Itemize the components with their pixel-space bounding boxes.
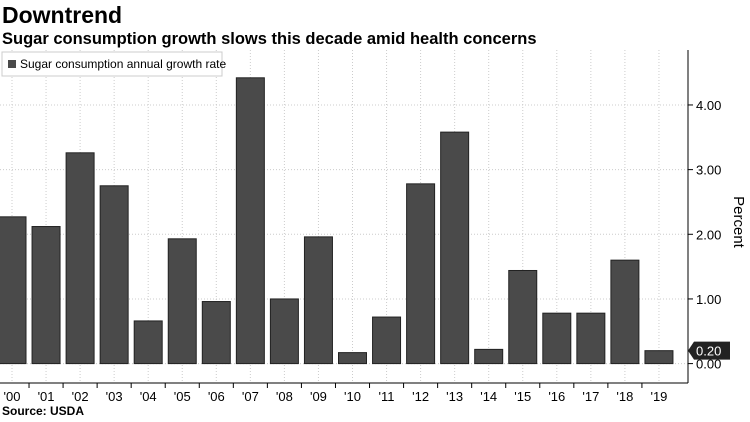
x-tick-label: '09	[310, 389, 327, 404]
x-tick-label: '12	[412, 389, 429, 404]
y-tick-label: 3.00	[696, 163, 721, 178]
x-tick-label: '18	[616, 389, 633, 404]
bar	[201, 301, 231, 365]
x-tick-label: '05	[174, 389, 191, 404]
bar	[372, 316, 402, 365]
bar	[235, 77, 265, 365]
x-tick-label: '13	[446, 389, 463, 404]
x-tick-label: '04	[140, 389, 157, 404]
y-axis-label: Percent	[730, 196, 747, 249]
bar	[133, 320, 163, 365]
value-label: 0.20	[696, 344, 721, 359]
x-tick-label: '01	[38, 389, 55, 404]
y-tick-label: 1.00	[696, 292, 721, 307]
x-tick-label: '03	[106, 389, 123, 404]
y-tick-label: 4.00	[696, 98, 721, 113]
x-tick-label: '08	[276, 389, 293, 404]
x-tick-label: '10	[344, 389, 361, 404]
bar	[508, 269, 538, 365]
bar	[576, 312, 606, 365]
value-label-box	[688, 341, 730, 360]
bar	[542, 312, 572, 365]
x-tick-label: '02	[72, 389, 89, 404]
legend-label: Sugar consumption annual growth rate	[20, 57, 226, 71]
bar	[0, 216, 27, 365]
x-tick-label: '16	[548, 389, 565, 404]
x-tick-label: '19	[650, 389, 667, 404]
source: Source: USDA	[2, 404, 84, 418]
chart-title: Downtrend	[2, 2, 122, 28]
bar	[406, 183, 436, 365]
x-tick-label: '11	[379, 389, 395, 404]
x-tick-label: '00	[4, 389, 21, 404]
bar	[303, 236, 333, 365]
x-tick-label: '17	[582, 389, 599, 404]
legend-swatch	[8, 60, 16, 68]
x-tick-label: '15	[514, 389, 531, 404]
y-tick-label: 2.00	[696, 227, 721, 242]
bar	[31, 226, 61, 365]
x-tick-label: '06	[208, 389, 225, 404]
x-tick-label: '07	[242, 389, 259, 404]
chart-subtitle: Sugar consumption growth slows this deca…	[2, 30, 537, 48]
bar	[610, 259, 640, 365]
bar	[644, 350, 674, 365]
bar	[65, 152, 95, 365]
x-tick-label: '14	[480, 389, 497, 404]
bar	[338, 352, 367, 365]
bar	[167, 238, 197, 365]
y-tick-label: 0.00	[696, 357, 721, 372]
bar	[474, 348, 504, 365]
bar	[440, 131, 470, 365]
legend-box	[1, 51, 223, 77]
bar	[99, 185, 129, 365]
bar	[269, 298, 299, 365]
